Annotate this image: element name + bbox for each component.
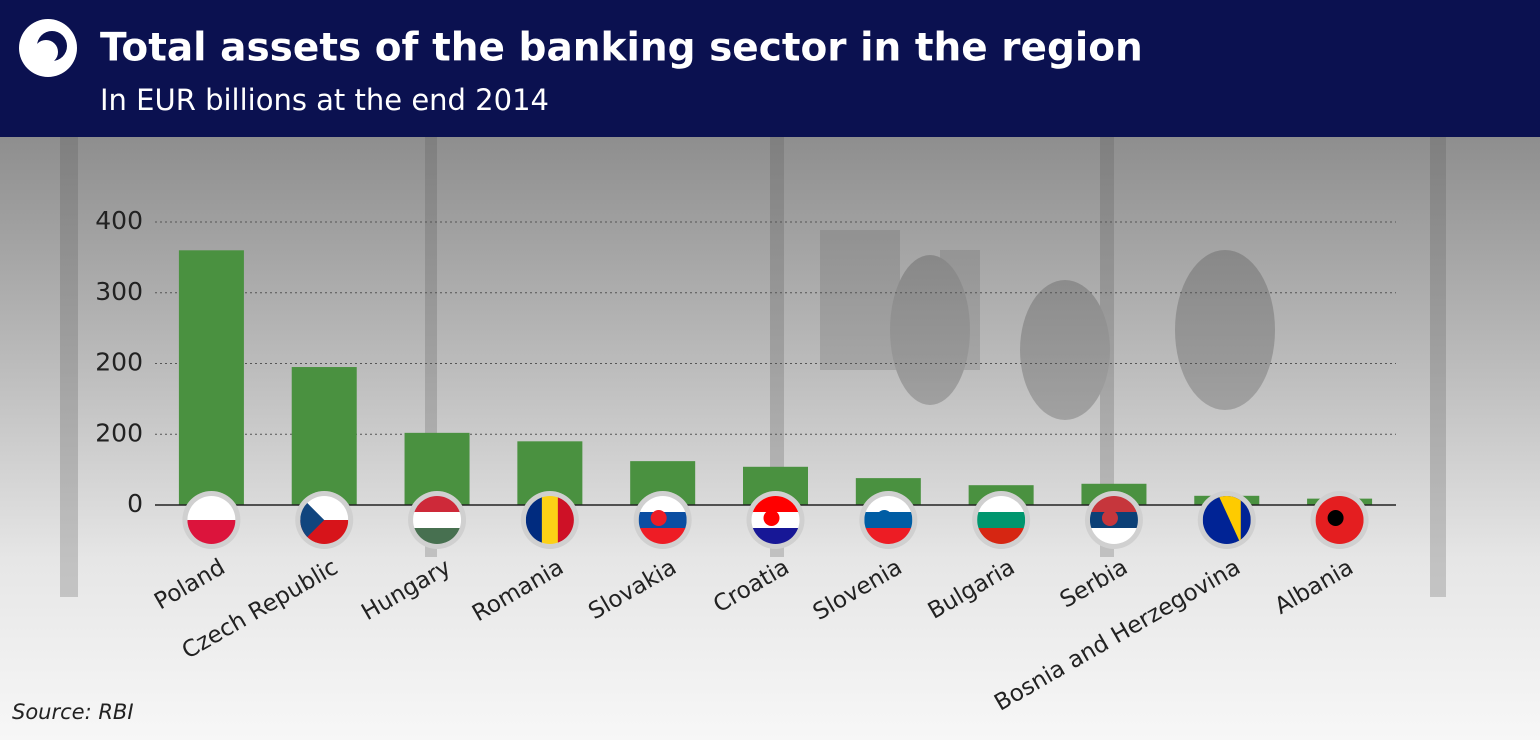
logo-inner-dot (34, 40, 58, 64)
y-tick-label: 400 (95, 206, 143, 235)
flag-stripe (977, 528, 1026, 544)
flag-stripe (1089, 528, 1138, 544)
flag-stripe (413, 528, 462, 544)
flag-stripe (557, 496, 574, 544)
flag-stripe (864, 528, 913, 544)
y-tick-label: 200 (95, 348, 143, 377)
flag (751, 496, 800, 544)
flag-stripe (977, 512, 1026, 529)
flag-emblem (763, 510, 780, 526)
bar (291, 367, 357, 505)
flag-triangle (1218, 496, 1241, 544)
header (0, 0, 1540, 137)
background-photo (60, 137, 1446, 597)
flag-stripe (977, 496, 1026, 513)
flag (1315, 496, 1364, 544)
flag-stripe (638, 496, 687, 513)
flag (864, 496, 913, 544)
chart-title: Total assets of the banking sector in th… (100, 26, 1143, 71)
flag (413, 496, 462, 544)
flag-emblem (1101, 510, 1118, 526)
flag (977, 496, 1026, 544)
flag (1202, 496, 1251, 544)
flag-emblem (650, 510, 667, 526)
flag-triangle (300, 496, 325, 544)
flag-stripe (525, 496, 543, 544)
flag (1089, 496, 1138, 544)
y-tick-label: 200 (95, 418, 143, 447)
flag-stripe (541, 496, 559, 544)
flag-emblem (876, 510, 893, 526)
flag-stripe (638, 528, 687, 544)
flag-stripe (413, 496, 462, 513)
flag (525, 496, 574, 544)
source: Source: RBI (12, 700, 134, 724)
flag-stripe (1089, 496, 1138, 513)
chart-subtitle: In EUR billions at the end 2014 (100, 83, 549, 117)
flag-stripe (864, 496, 913, 513)
flag-stripe (751, 496, 800, 513)
y-tick-label: 0 (127, 489, 143, 518)
flag-stripe (413, 512, 462, 529)
bar (178, 250, 244, 505)
background (0, 137, 1540, 740)
flag-stripe (751, 528, 800, 544)
y-tick-label: 300 (95, 277, 143, 306)
flag-emblem (1327, 510, 1344, 526)
flag (638, 496, 687, 544)
